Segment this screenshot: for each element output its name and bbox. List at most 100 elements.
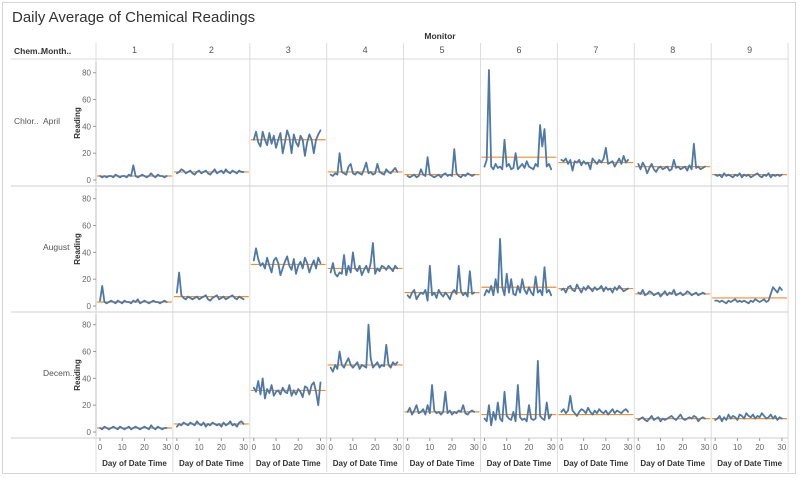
series-line-r2-c5 <box>483 360 553 427</box>
y-tick-label: 20 <box>82 275 91 284</box>
row-label-month-0: April <box>43 116 60 126</box>
y-tick-label: 0 <box>87 428 92 437</box>
column-label-monitor-4: 4 <box>363 45 368 55</box>
y-tick-label: 0 <box>87 302 92 311</box>
series-line-r0-c2 <box>252 129 322 157</box>
x-tick-label: 0 <box>636 443 641 452</box>
series-line-r1-c7 <box>637 289 706 298</box>
series-line-r1-c6 <box>560 283 629 294</box>
column-label-monitor-6: 6 <box>516 45 521 55</box>
row-header-month: Month.. <box>41 46 71 56</box>
series-line-r0-c8 <box>714 172 783 179</box>
series-line-r0-c0 <box>99 164 168 179</box>
x-tick-label: 10 <box>272 443 281 452</box>
column-label-monitor-3: 3 <box>286 45 291 55</box>
column-label-monitor-9: 9 <box>747 45 752 55</box>
x-tick-label: 10 <box>425 443 434 452</box>
chart-title: Daily Average of Chemical Readings <box>12 9 255 26</box>
series-line-r1-c8 <box>714 286 783 305</box>
row-header-chemical: Chem.. <box>14 46 42 56</box>
x-tick-label: 20 <box>448 443 457 452</box>
x-tick-label: 20 <box>217 443 226 452</box>
x-tick-label: 20 <box>601 443 610 452</box>
y-tick-label: 80 <box>82 69 91 78</box>
y-tick-label: 80 <box>82 321 91 330</box>
column-label-monitor-7: 7 <box>593 45 598 55</box>
series-line-r0-c6 <box>560 146 629 172</box>
series-line-r0-c7 <box>637 142 706 175</box>
series-line-r0-c1 <box>175 168 245 176</box>
series-line-r2-c0 <box>99 424 168 431</box>
x-tick-label: 10 <box>656 443 665 452</box>
x-tick-label: 0 <box>713 443 718 452</box>
x-axis-title-col-8: Day of Date Time <box>717 459 782 468</box>
series-line-r2-c4 <box>406 384 476 416</box>
x-tick-label: 20 <box>140 443 149 452</box>
x-axis-title-col-4: Day of Date Time <box>410 459 475 468</box>
x-axis-title-col-7: Day of Date Time <box>640 459 705 468</box>
series-line-r0-c5 <box>483 69 553 171</box>
x-tick-label: 0 <box>175 443 180 452</box>
y-tick-label: 80 <box>82 195 91 204</box>
x-tick-label: 10 <box>118 443 127 452</box>
x-tick-label: 20 <box>294 443 303 452</box>
series-line-r1-c0 <box>99 284 168 305</box>
x-axis-title-col-6: Day of Date Time <box>563 459 628 468</box>
series-line-r0-c3 <box>329 152 399 177</box>
x-tick-label: 10 <box>733 443 742 452</box>
series-line-r1-c1 <box>175 271 245 302</box>
series-line-r2-c8 <box>714 412 783 423</box>
x-tick-label: 30 <box>393 443 402 452</box>
series-line-r1-c2 <box>252 247 322 277</box>
y-tick-label: 20 <box>82 149 91 158</box>
x-tick-label: 0 <box>252 443 257 452</box>
y-tick-label: 60 <box>82 96 91 105</box>
column-label-monitor-1: 1 <box>132 45 137 55</box>
row-label-month-2: Decem.. <box>43 368 75 378</box>
series-line-r2-c7 <box>637 413 706 423</box>
column-label-monitor-8: 8 <box>670 45 675 55</box>
x-tick-label: 20 <box>755 443 764 452</box>
x-tick-label: 20 <box>678 443 687 452</box>
x-tick-label: 10 <box>502 443 511 452</box>
series-line-r1-c5 <box>483 238 553 297</box>
series-line-r2-c2 <box>252 377 322 407</box>
x-tick-label: 0 <box>559 443 564 452</box>
x-tick-label: 30 <box>316 443 325 452</box>
x-tick-label: 10 <box>348 443 357 452</box>
x-axis-title-col-1: Day of Date Time <box>179 459 244 468</box>
x-tick-label: 30 <box>239 443 248 452</box>
x-axis-title-col-3: Day of Date Time <box>333 459 398 468</box>
y-tick-label: 60 <box>82 222 91 231</box>
column-header-monitor: Monitor <box>424 31 456 41</box>
panel-grid: 1 2 3 4 5 6 7 8 9 Chlor.. April August Decem.. 0 20 40 6… <box>11 43 789 472</box>
series-line-r0-c4 <box>406 148 476 179</box>
y-tick-label: 60 <box>82 348 91 357</box>
x-axis-title-col-5: Day of Date Time <box>487 459 552 468</box>
y-axis-title-row-0: Reading <box>73 107 82 139</box>
column-label-monitor-2: 2 <box>209 45 214 55</box>
series-line-r1-c3 <box>329 242 399 278</box>
x-axis-title-col-2: Day of Date Time <box>256 459 321 468</box>
x-tick-label: 10 <box>195 443 204 452</box>
chart-svg: Daily Average of Chemical Readings Monit… <box>11 9 789 472</box>
series-line-r2-c6 <box>560 394 629 417</box>
y-tick-label: 20 <box>82 401 91 410</box>
row-label-chemical: Chlor.. <box>14 116 39 126</box>
x-tick-label: 20 <box>371 443 380 452</box>
x-tick-label: 0 <box>98 443 103 452</box>
x-tick-label: 0 <box>328 443 333 452</box>
y-axis-title-row-1: Reading <box>73 233 82 265</box>
column-label-monitor-5: 5 <box>440 45 445 55</box>
x-tick-label: 30 <box>547 443 556 452</box>
y-tick-label: 0 <box>87 176 92 185</box>
x-tick-label: 30 <box>470 443 479 452</box>
x-axis-title-col-0: Day of Date Time <box>102 459 167 468</box>
x-tick-label: 30 <box>162 443 171 452</box>
y-tick-label: 40 <box>82 122 91 131</box>
x-tick-label: 10 <box>579 443 588 452</box>
y-tick-label: 40 <box>82 248 91 257</box>
x-tick-label: 0 <box>405 443 410 452</box>
y-tick-label: 40 <box>82 374 91 383</box>
